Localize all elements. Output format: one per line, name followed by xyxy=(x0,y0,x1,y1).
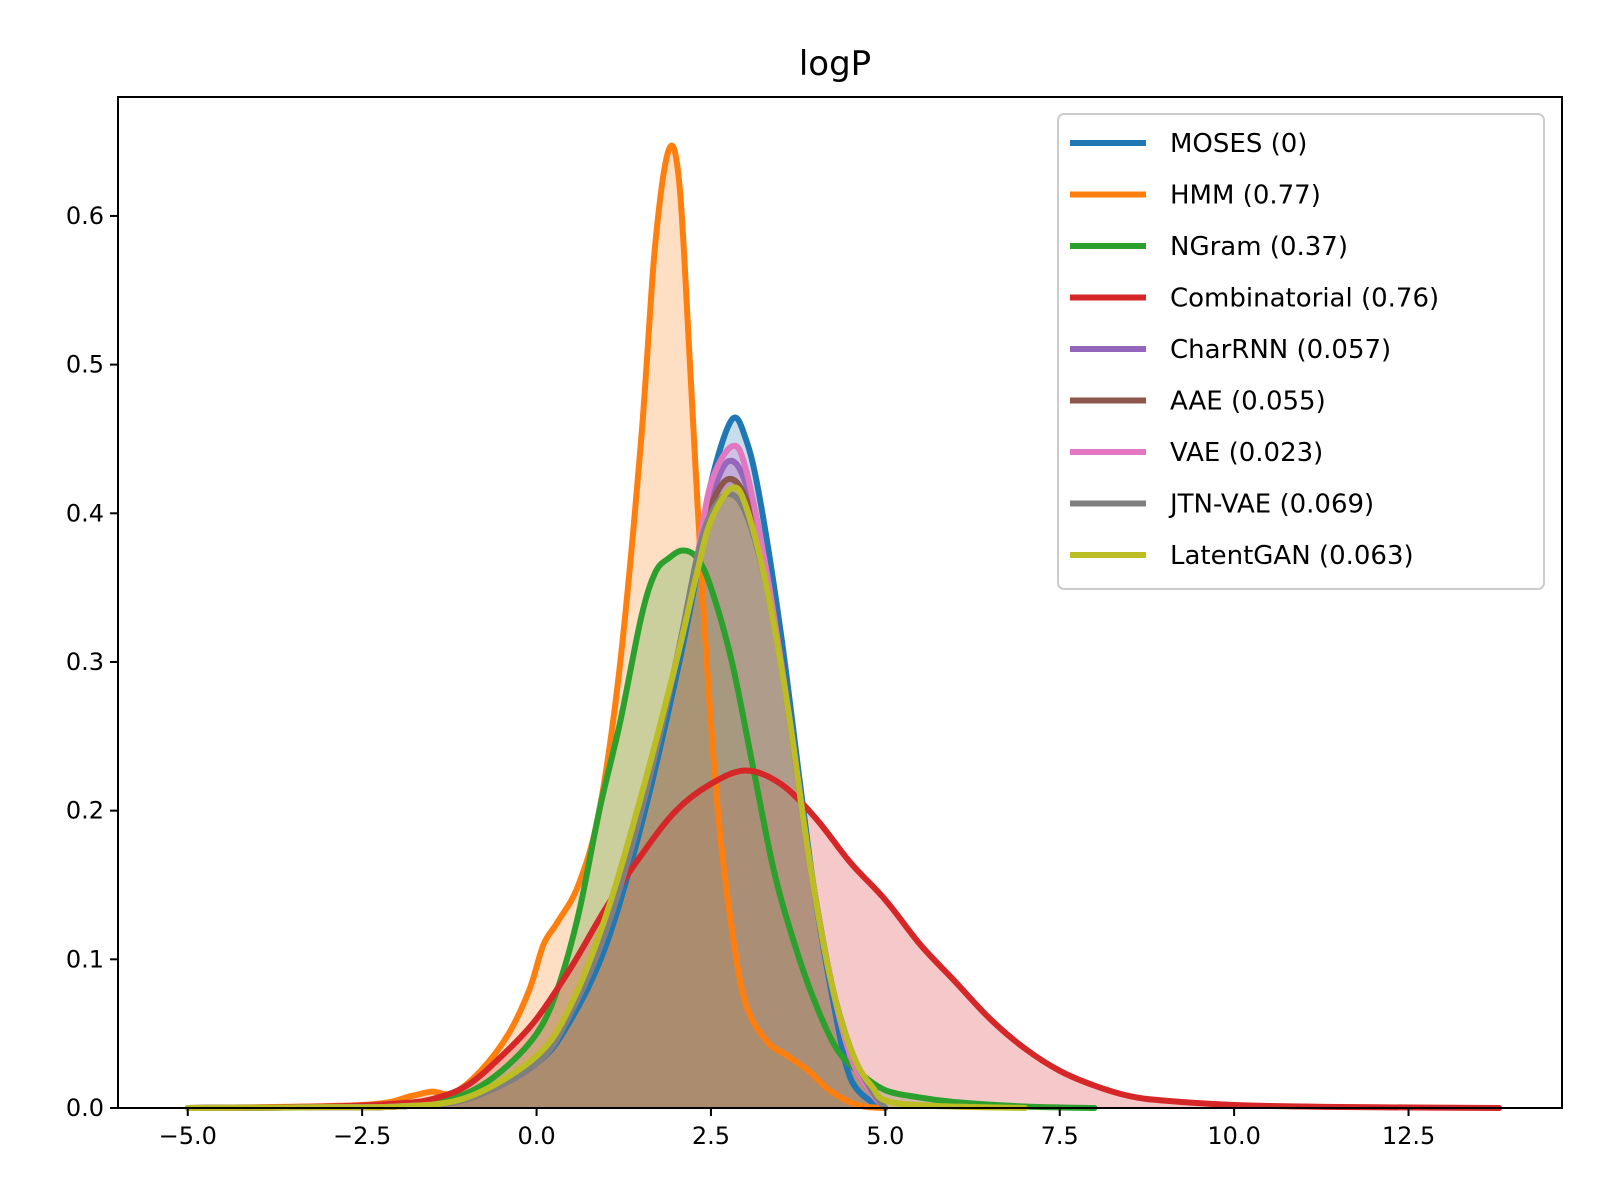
density-fill-jtn-vae-0-069 xyxy=(187,494,886,1108)
chart-title: logP xyxy=(799,44,871,84)
legend-label: LatentGAN (0.063) xyxy=(1170,541,1414,571)
density-fill-aae-0-055 xyxy=(187,478,886,1108)
x-tick-label: 5.0 xyxy=(866,1122,904,1150)
density-fill-charrnn-0-057 xyxy=(187,460,886,1108)
density-line-combinatorial-0-76 xyxy=(184,767,1503,1111)
density-line-latentgan-0-063 xyxy=(184,484,1028,1111)
x-tick-label: 12.5 xyxy=(1382,1122,1435,1150)
legend: MOSES (0) HMM (0.77) NGram (0.37) Combinato… xyxy=(1057,113,1545,590)
x-tick-label: 2.5 xyxy=(692,1122,730,1150)
y-axis-ticks: 0.0 0.1 0.2 0.3 0.4 0.5 0.6 xyxy=(66,202,118,1122)
legend-label: VAE (0.023) xyxy=(1170,438,1323,468)
x-axis-ticks: −5.0 −2.5 0.0 2.5 5.0 7.5 10.0 12.5 xyxy=(159,1108,1435,1150)
density-lines xyxy=(184,142,1503,1111)
x-tick-label: 7.5 xyxy=(1041,1122,1079,1150)
x-tick-label: −5.0 xyxy=(159,1122,217,1150)
x-tick-label: 10.0 xyxy=(1207,1122,1260,1150)
density-fill-hmm-0-77 xyxy=(187,145,886,1108)
legend-box xyxy=(1057,113,1545,590)
legend-label: NGram (0.37) xyxy=(1170,232,1348,262)
y-tick-label: 0.3 xyxy=(66,648,104,676)
axes-frame xyxy=(117,96,1563,1109)
density-fill-latentgan-0-063 xyxy=(187,487,1025,1108)
legend-label: JTN-VAE (0.069) xyxy=(1168,490,1374,520)
y-tick-label: 0.6 xyxy=(66,202,104,230)
x-tick-label: −2.5 xyxy=(333,1122,391,1150)
y-tick-label: 0.2 xyxy=(66,797,104,825)
legend-label: Combinatorial (0.76) xyxy=(1170,284,1439,314)
legend-label: AAE (0.055) xyxy=(1170,387,1326,417)
x-tick-label: 0.0 xyxy=(517,1122,555,1150)
y-tick-label: 0.5 xyxy=(66,351,104,379)
legend-label: CharRNN (0.057) xyxy=(1170,335,1391,365)
density-fill-vae-0-023 xyxy=(187,445,886,1108)
y-tick-label: 0.4 xyxy=(66,499,104,527)
legend-label: MOSES (0) xyxy=(1170,129,1307,159)
legend-label: HMM (0.77) xyxy=(1170,181,1321,211)
density-fill-combinatorial-0-76 xyxy=(187,770,1500,1108)
y-tick-label: 0.0 xyxy=(66,1094,104,1122)
y-tick-label: 0.1 xyxy=(66,945,104,973)
